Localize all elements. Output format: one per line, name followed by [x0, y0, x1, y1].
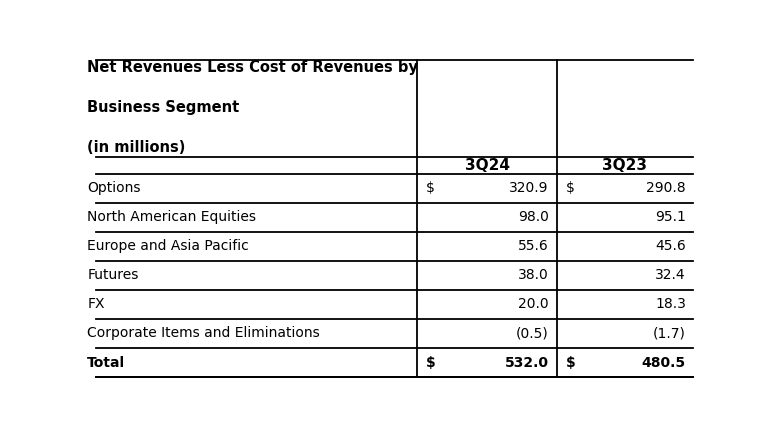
- Text: 38.0: 38.0: [518, 268, 548, 282]
- Text: Corporate Items and Eliminations: Corporate Items and Eliminations: [87, 326, 320, 340]
- Text: 18.3: 18.3: [655, 297, 686, 311]
- Text: (0.5): (0.5): [516, 326, 548, 340]
- Text: $: $: [427, 181, 435, 195]
- Text: 532.0: 532.0: [504, 355, 548, 369]
- Text: FX: FX: [87, 297, 105, 311]
- Text: 20.0: 20.0: [518, 297, 548, 311]
- Text: Futures: Futures: [87, 268, 139, 282]
- Text: 3Q24: 3Q24: [464, 158, 510, 173]
- Text: 290.8: 290.8: [646, 181, 686, 195]
- Text: Options: Options: [87, 181, 141, 195]
- Text: Europe and Asia Pacific: Europe and Asia Pacific: [87, 239, 249, 253]
- Text: 55.6: 55.6: [518, 239, 548, 253]
- Text: $: $: [427, 355, 436, 369]
- Text: $: $: [566, 355, 576, 369]
- Text: (1.7): (1.7): [653, 326, 686, 340]
- Text: Business Segment: Business Segment: [87, 100, 239, 115]
- Text: Total: Total: [87, 355, 126, 369]
- Text: (in millions): (in millions): [87, 140, 186, 155]
- Text: Net Revenues Less Cost of Revenues by: Net Revenues Less Cost of Revenues by: [87, 60, 418, 75]
- Text: 320.9: 320.9: [509, 181, 548, 195]
- Text: 98.0: 98.0: [517, 210, 548, 224]
- Text: North American Equities: North American Equities: [87, 210, 256, 224]
- Text: 480.5: 480.5: [641, 355, 686, 369]
- Text: 3Q23: 3Q23: [602, 158, 648, 173]
- Text: $: $: [566, 181, 574, 195]
- Text: 45.6: 45.6: [655, 239, 686, 253]
- Text: 32.4: 32.4: [655, 268, 686, 282]
- Text: 95.1: 95.1: [655, 210, 686, 224]
